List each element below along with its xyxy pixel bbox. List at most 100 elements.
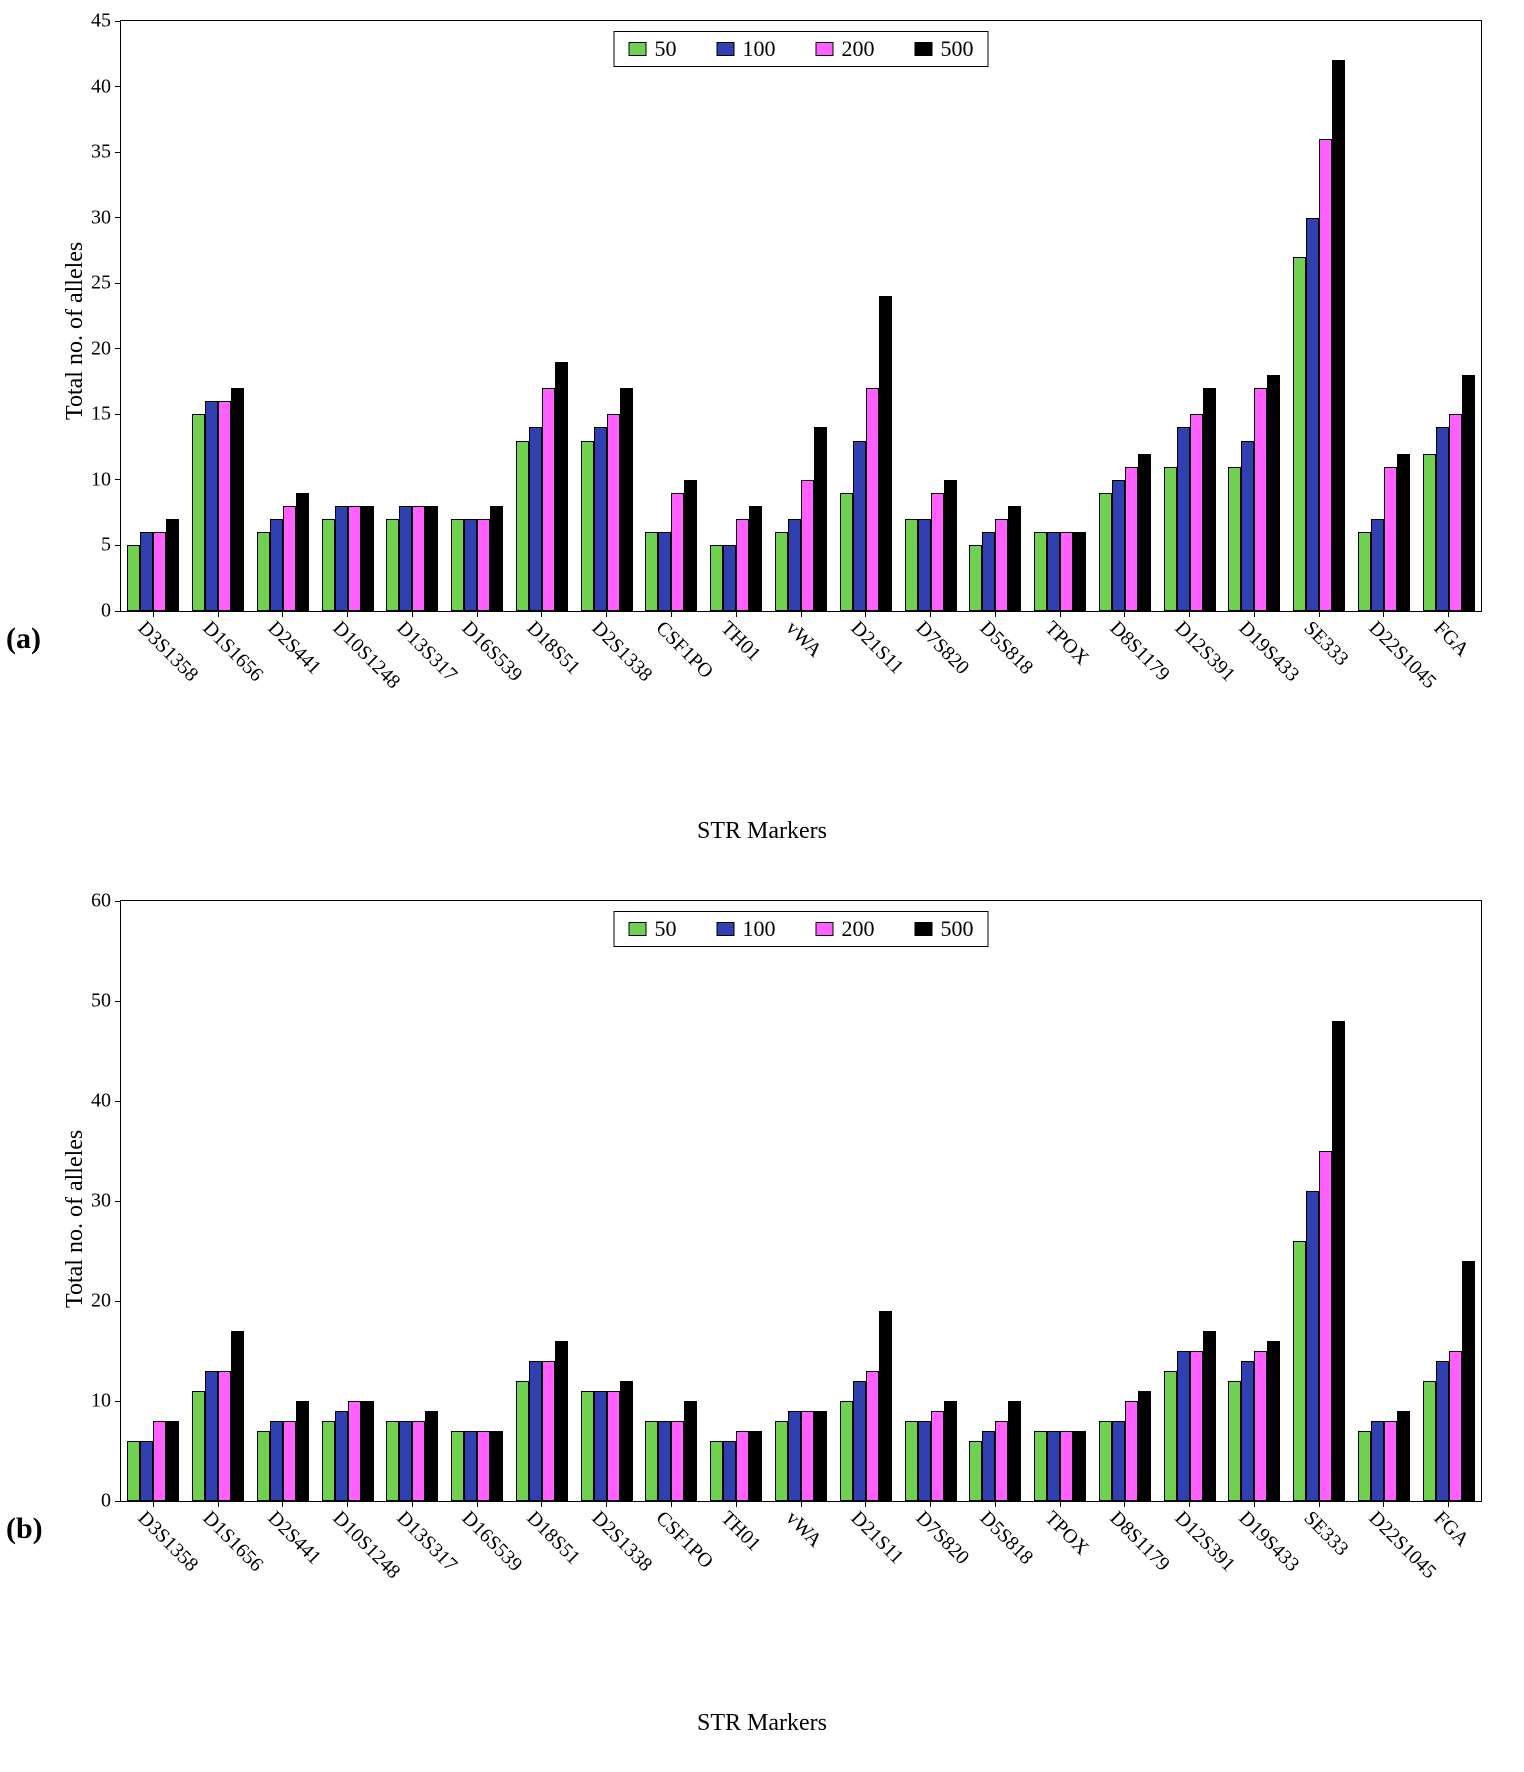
- bar: [749, 506, 762, 611]
- bar: [361, 506, 374, 611]
- bar: [749, 1431, 762, 1501]
- bar: [1319, 1151, 1332, 1501]
- xtick: [865, 1501, 866, 1507]
- xtick: [606, 611, 607, 617]
- bar: [944, 480, 957, 611]
- bar: [542, 1361, 555, 1501]
- bar: [257, 1431, 270, 1501]
- bar: [490, 506, 503, 611]
- bar: [1241, 1361, 1254, 1501]
- xtick-label: D16S539: [457, 1507, 527, 1577]
- bar: [1319, 139, 1332, 611]
- chart-a-plot: 50 100 200 500 051015202530354045D3S1358…: [120, 20, 1482, 612]
- xtick-label: CSF1PO: [651, 1507, 718, 1574]
- bar: [1073, 1431, 1086, 1501]
- bar: [581, 1391, 594, 1501]
- xtick: [477, 611, 478, 617]
- ytick: [115, 545, 121, 546]
- bar: [1190, 1351, 1203, 1501]
- bar: [1254, 388, 1267, 611]
- bar: [1371, 1421, 1384, 1501]
- xtick-label: D5S818: [975, 617, 1038, 680]
- bar: [607, 414, 620, 611]
- xtick: [412, 611, 413, 617]
- legend-label-100: 100: [743, 916, 776, 942]
- xtick-label: D1S1656: [198, 1507, 268, 1577]
- bar: [1047, 532, 1060, 611]
- bar: [1164, 467, 1177, 611]
- bar: [192, 414, 205, 611]
- chart-a-x-label: STR Markers: [0, 818, 1524, 845]
- legend-item-100: 100: [717, 916, 776, 942]
- xtick: [1448, 1501, 1449, 1507]
- bar: [982, 532, 995, 611]
- bar: [905, 519, 918, 611]
- bar: [607, 1391, 620, 1501]
- bar: [1138, 1391, 1151, 1501]
- bar: [1306, 1191, 1319, 1501]
- bar: [127, 545, 140, 611]
- bar: [1397, 1411, 1410, 1501]
- panel-a-label: (a): [6, 622, 41, 656]
- swatch-100-icon: [717, 922, 735, 936]
- bar: [801, 480, 814, 611]
- bar: [1008, 1401, 1021, 1501]
- bar: [529, 1361, 542, 1501]
- bar: [542, 388, 555, 611]
- xtick: [930, 611, 931, 617]
- bar: [425, 506, 438, 611]
- bar: [931, 1411, 944, 1501]
- bar: [1397, 454, 1410, 611]
- legend-label-500: 500: [941, 916, 974, 942]
- chart-b-x-label: STR Markers: [0, 1710, 1524, 1737]
- bar: [671, 493, 684, 611]
- ytick-label: 50: [71, 990, 111, 1013]
- xtick: [1060, 611, 1061, 617]
- xtick-label: D5S818: [975, 1507, 1038, 1570]
- bar: [348, 1401, 361, 1501]
- ytick-label: 10: [71, 1390, 111, 1413]
- bar: [425, 1411, 438, 1501]
- ytick-label: 10: [71, 468, 111, 491]
- chart-b-y-label: Total no. of alleles: [62, 1130, 89, 1308]
- ytick-label: 40: [71, 1090, 111, 1113]
- bar: [1449, 414, 1462, 611]
- bar: [1073, 532, 1086, 611]
- xtick: [930, 1501, 931, 1507]
- xtick: [541, 1501, 542, 1507]
- bar: [1241, 441, 1254, 611]
- ytick: [115, 1401, 121, 1402]
- bar: [710, 545, 723, 611]
- bar: [1254, 1351, 1267, 1501]
- bar: [1203, 388, 1216, 611]
- bar: [1423, 454, 1436, 611]
- bar: [1112, 1421, 1125, 1501]
- swatch-50-icon: [629, 42, 647, 56]
- xtick-label: D19S433: [1234, 1507, 1304, 1577]
- bar: [348, 506, 361, 611]
- swatch-500-icon: [915, 42, 933, 56]
- bar: [1034, 1431, 1047, 1501]
- bar: [620, 1381, 633, 1501]
- xtick: [541, 611, 542, 617]
- bar: [153, 532, 166, 611]
- bar: [723, 545, 736, 611]
- xtick: [1254, 611, 1255, 617]
- legend-item-50: 50: [629, 36, 677, 62]
- bar: [1332, 60, 1345, 611]
- bar: [995, 519, 1008, 611]
- bar: [477, 519, 490, 611]
- bar: [555, 362, 568, 611]
- bar: [1436, 427, 1449, 611]
- xtick: [865, 611, 866, 617]
- xtick-label: TPOX: [1040, 1507, 1093, 1560]
- bar: [231, 1331, 244, 1501]
- swatch-50-icon: [629, 922, 647, 936]
- bar: [1384, 1421, 1397, 1501]
- xtick-label: D2S441: [263, 617, 326, 680]
- ytick: [115, 348, 121, 349]
- ytick-label: 15: [71, 403, 111, 426]
- xtick: [477, 1501, 478, 1507]
- xtick-label: FGA: [1428, 1507, 1473, 1552]
- ytick-label: 60: [71, 890, 111, 913]
